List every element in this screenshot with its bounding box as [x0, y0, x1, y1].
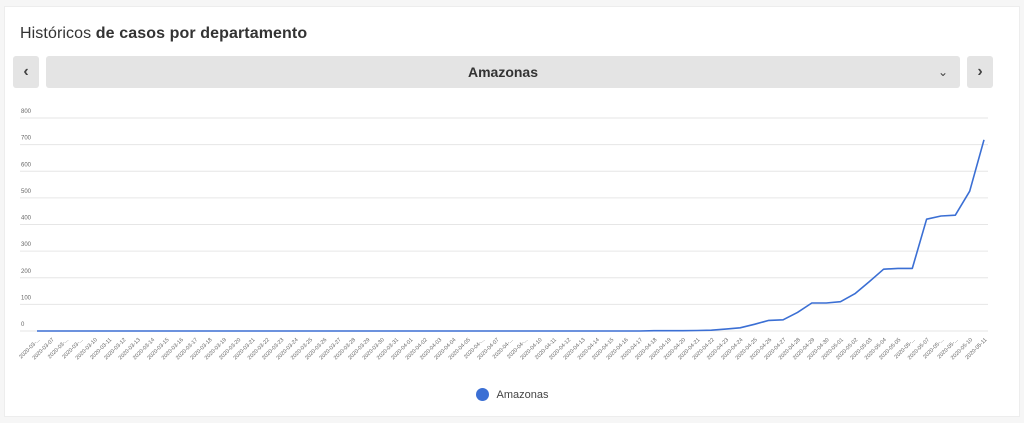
y-tick-label: 400: [21, 216, 32, 222]
series-line-amazonas: [37, 139, 985, 332]
y-tick-label: 800: [21, 109, 32, 115]
department-select-value: Amazonas: [467, 64, 539, 80]
y-tick-label: 500: [21, 189, 32, 195]
y-tick-label: 100: [21, 295, 32, 301]
page-title: Históricos de casos por departamento: [20, 25, 307, 43]
previous-department-button[interactable]: ‹: [13, 56, 39, 88]
title-bold: de casos por departamento: [95, 25, 308, 42]
department-select[interactable]: Amazonas ⌄: [46, 56, 960, 88]
chart-legend[interactable]: Amazonas: [0, 388, 1024, 401]
y-tick-label: 700: [21, 136, 32, 142]
chevron-down-icon: ⌄: [937, 65, 948, 79]
y-tick-label: 0: [21, 322, 25, 328]
y-tick-label: 200: [21, 269, 32, 275]
chevron-left-icon: ‹: [23, 63, 29, 80]
title-regular: Históricos: [20, 25, 92, 42]
legend-series-label: Amazonas: [496, 388, 549, 401]
next-department-button[interactable]: ›: [967, 56, 993, 88]
chevron-right-icon: ›: [977, 63, 983, 80]
y-tick-label: 600: [21, 162, 32, 168]
legend-series-dot: [475, 388, 489, 401]
y-tick-label: 300: [21, 242, 32, 248]
